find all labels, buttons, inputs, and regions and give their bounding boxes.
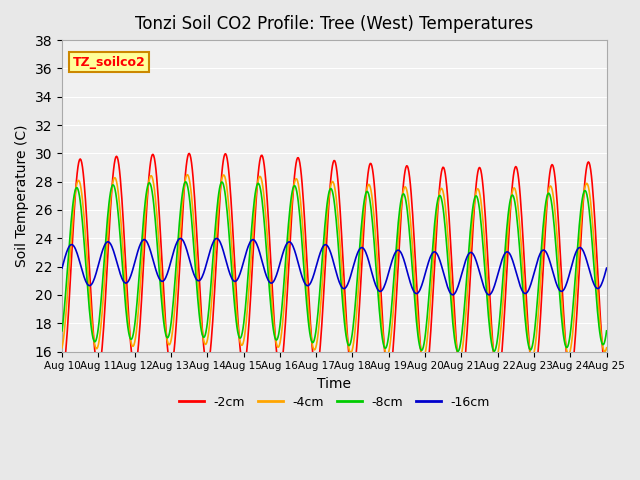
Text: TZ_soilco2: TZ_soilco2	[73, 56, 146, 69]
X-axis label: Time: Time	[317, 377, 351, 391]
Title: Tonzi Soil CO2 Profile: Tree (West) Temperatures: Tonzi Soil CO2 Profile: Tree (West) Temp…	[135, 15, 533, 33]
Legend: -2cm, -4cm, -8cm, -16cm: -2cm, -4cm, -8cm, -16cm	[173, 391, 495, 414]
Y-axis label: Soil Temperature (C): Soil Temperature (C)	[15, 125, 29, 267]
